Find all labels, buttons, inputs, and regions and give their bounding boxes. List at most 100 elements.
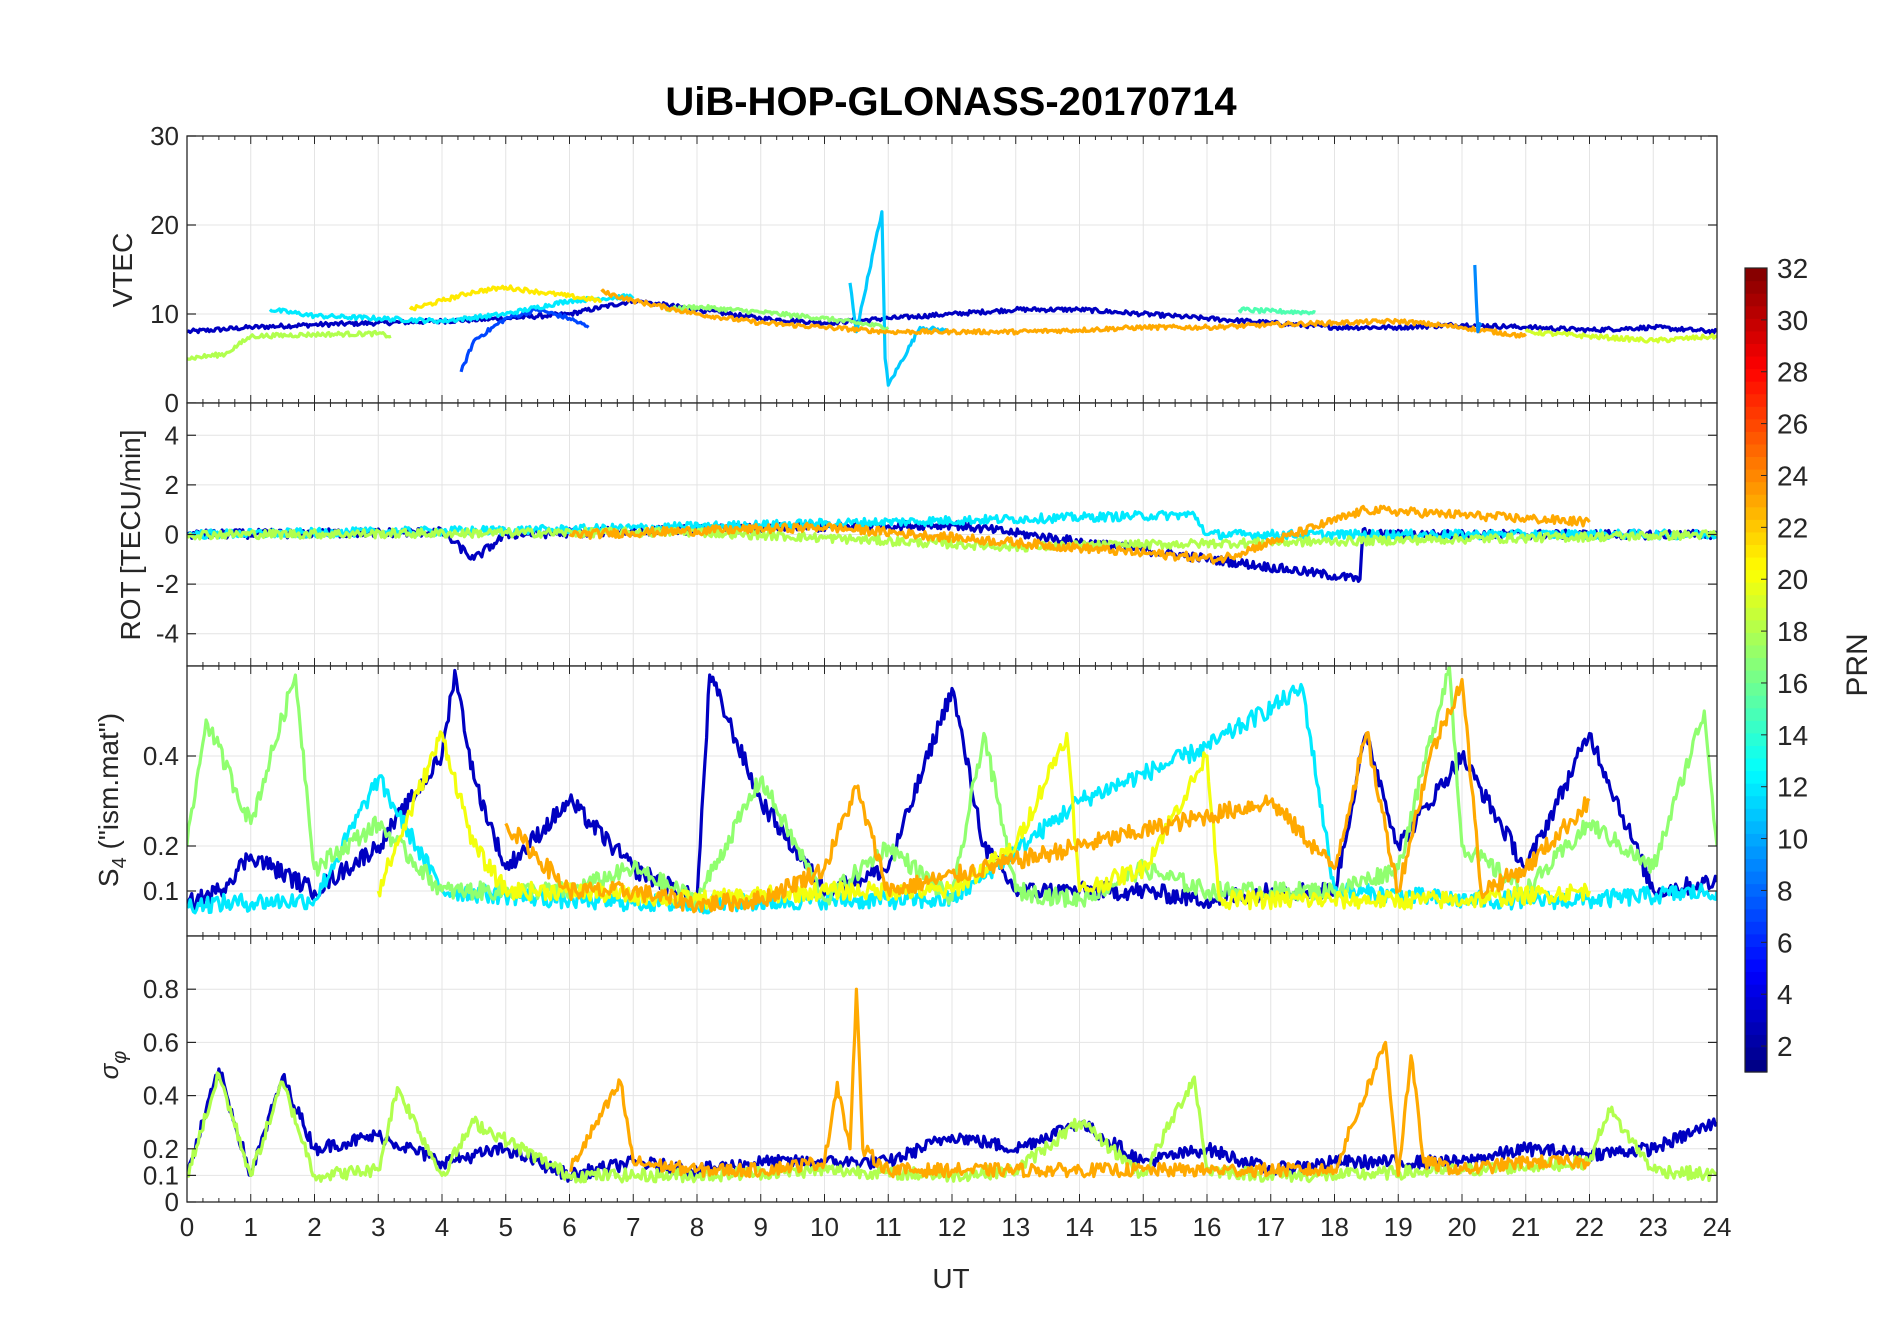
x-tick-label: 13 <box>1001 1212 1030 1242</box>
series-line-prn-18 <box>187 526 1717 553</box>
colorbar-segment <box>1745 682 1767 696</box>
colorbar-segment <box>1745 1021 1767 1035</box>
colorbar-tick-label: 30 <box>1777 305 1808 336</box>
y-tick-label: 0.2 <box>143 1134 179 1164</box>
sigma-phi-panel: 00.10.2 0.4 0.6 0.8 σφ <box>94 935 1718 1217</box>
colorbar-segment <box>1745 343 1767 357</box>
colorbar-segment <box>1745 770 1767 784</box>
rot-y-ticks: -4 -2 0 2 4 <box>156 403 1718 666</box>
colorbar-segment <box>1745 418 1767 432</box>
s4-ylabel-rest: ("ism.mat") <box>93 713 124 857</box>
s4-series-layer <box>187 666 1717 915</box>
x-axis-ticks: 0 1 2 3 4 5 6 7 8 9 10 11 12 13 14 15 16 17 18 19 20 21 22 23 24 <box>180 1212 1732 1242</box>
colorbar-tick-label: 18 <box>1777 616 1808 647</box>
series-line-prn-17 <box>663 304 890 331</box>
series-line-prn-3 <box>187 668 1717 912</box>
series-line-prn-23 <box>568 504 1591 565</box>
x-tick-label: 12 <box>938 1212 967 1242</box>
y-tick-label: 0.8 <box>143 974 179 1004</box>
colorbar-segment <box>1745 355 1767 370</box>
colorbar-segment <box>1745 305 1767 319</box>
y-tick-label: 0.4 <box>143 741 179 771</box>
y-tick-label: 4 <box>165 420 179 450</box>
colorbar-segment <box>1745 582 1767 596</box>
colorbar-segment <box>1745 1034 1767 1048</box>
colorbar-tick-label: 8 <box>1777 875 1793 906</box>
chart-title: UiB-HOP-GLONASS-20170714 <box>665 80 1237 124</box>
colorbar-tick-label: 6 <box>1777 927 1793 958</box>
series-line-prn-15 <box>1237 306 1316 316</box>
colorbar-segment <box>1745 519 1767 533</box>
x-tick-label: 8 <box>690 1212 704 1242</box>
colorbar-segment <box>1745 720 1767 734</box>
y-tick-label: 0.1 <box>143 1160 179 1190</box>
colorbar-tick-label: 28 <box>1777 357 1808 388</box>
colorbar-segment <box>1745 431 1767 445</box>
colorbar-segment <box>1745 1046 1767 1061</box>
colorbar-tick-label: 32 <box>1777 253 1808 284</box>
y-tick-label: 0 <box>165 388 179 418</box>
rot-series-layer <box>187 504 1717 583</box>
sigma-phi-y-ticks: 00.10.2 0.4 0.6 0.8 <box>143 936 1718 1217</box>
series-line-prn-21 <box>408 284 603 312</box>
colorbar-segment <box>1745 556 1767 571</box>
colorbar-segment <box>1745 469 1767 483</box>
x-tick-label: 1 <box>244 1212 258 1242</box>
colorbar-segment <box>1745 293 1767 307</box>
colorbar-tick-label: 14 <box>1777 720 1808 751</box>
s4-ylabel-sub: 4 <box>109 857 131 868</box>
colorbar-segment <box>1745 607 1767 621</box>
series-line-prn-23 <box>600 288 1527 339</box>
colorbar-segment <box>1745 833 1767 847</box>
y-tick-label: 2 <box>165 470 179 500</box>
rot-ylabel: ROT [TECU/min] <box>115 429 146 640</box>
x-tick-label: 11 <box>875 1212 902 1242</box>
colorbar-segment <box>1745 330 1767 344</box>
series-line-prn-9 <box>1473 264 1483 334</box>
colorbar-segment <box>1745 280 1767 294</box>
series-line-prn-7 <box>459 307 590 373</box>
colorbar-segment <box>1745 506 1767 520</box>
colorbar-segment <box>1745 1059 1767 1073</box>
series-line-prn-12 <box>268 293 635 325</box>
x-tick-label: 5 <box>499 1212 513 1242</box>
vtec-series-layer <box>187 210 1717 387</box>
colorbar-segment <box>1745 569 1767 583</box>
x-tick-label: 17 <box>1256 1212 1285 1242</box>
colorbar-segment <box>1745 984 1767 998</box>
x-tick-label: 18 <box>1320 1212 1349 1242</box>
colorbar-tick-label: 24 <box>1777 460 1808 491</box>
colorbar-segment <box>1745 644 1767 659</box>
x-tick-label: 4 <box>435 1212 449 1242</box>
colorbar-segment <box>1745 996 1767 1010</box>
colorbar-segment <box>1745 494 1767 508</box>
x-tick-label: 6 <box>562 1212 576 1242</box>
colorbar-segment <box>1745 757 1767 772</box>
series-line-prn-17 <box>187 666 1717 910</box>
colorbar-segment <box>1745 871 1767 885</box>
colorbar-tick-label: 20 <box>1777 564 1808 595</box>
colorbar-segment <box>1745 795 1767 809</box>
series-line-prn-23 <box>504 677 1591 914</box>
colorbar-segment <box>1745 732 1767 746</box>
x-axis-label: UT <box>932 1263 969 1294</box>
x-tick-label: 22 <box>1575 1212 1604 1242</box>
sigma-phi-series-layer <box>187 987 1717 1184</box>
colorbar-segment <box>1745 820 1767 834</box>
x-tick-label: 9 <box>754 1212 768 1242</box>
x-tick-label: 16 <box>1193 1212 1222 1242</box>
sigma-symbol: σ <box>94 1062 124 1079</box>
x-tick-label: 0 <box>180 1212 194 1242</box>
vtec-ylabel: VTEC <box>107 233 138 308</box>
x-tick-label: 14 <box>1065 1212 1094 1242</box>
colorbar-tick-label: 4 <box>1777 979 1793 1010</box>
s4-ylabel: S4 ("ism.mat") <box>93 713 131 887</box>
colorbar-frame <box>1744 267 1768 1073</box>
x-tick-label: 19 <box>1384 1212 1413 1242</box>
colorbar-segment <box>1745 808 1767 822</box>
colorbar-segment <box>1745 657 1767 671</box>
colorbar-segment <box>1745 921 1767 935</box>
colorbar-segment <box>1745 406 1767 420</box>
